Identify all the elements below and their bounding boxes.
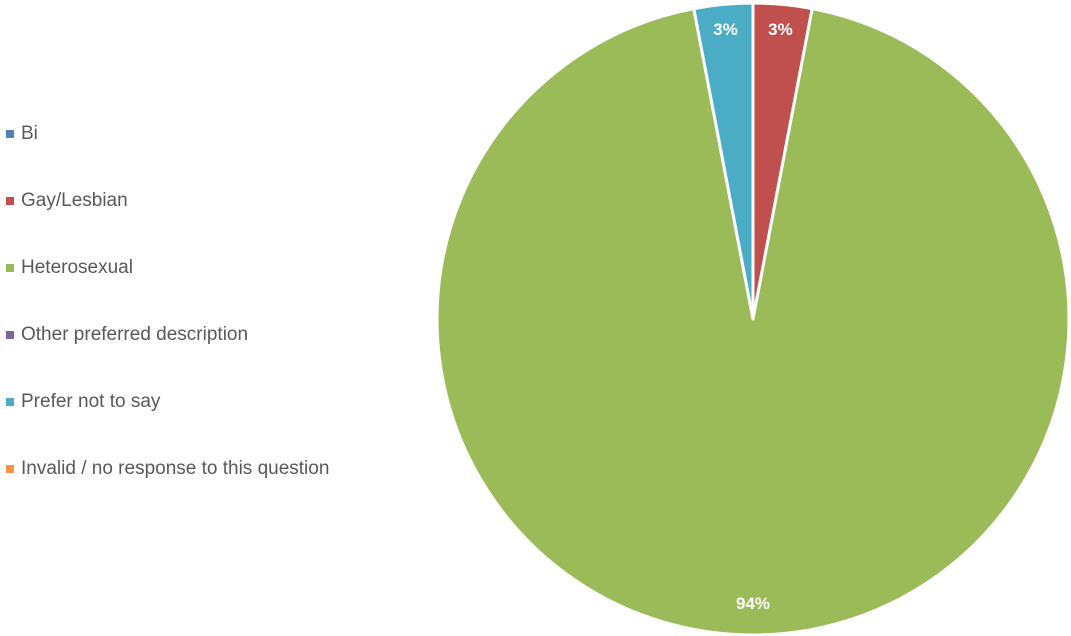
data-label-prefer-not-to-say: 3% bbox=[713, 20, 738, 39]
data-label-heterosexual: 94% bbox=[736, 594, 770, 613]
legend-swatch-gay-lesbian bbox=[6, 196, 14, 205]
chart-legend: Bi Gay/Lesbian Heterosexual Other prefer… bbox=[6, 100, 329, 502]
legend-label-heterosexual: Heterosexual bbox=[21, 257, 133, 278]
legend-swatch-invalid bbox=[6, 464, 14, 473]
legend-item-invalid: Invalid / no response to this question bbox=[6, 435, 329, 502]
legend-swatch-prefer-not-to-say bbox=[6, 397, 14, 406]
legend-swatch-other bbox=[6, 330, 14, 339]
legend-swatch-bi bbox=[6, 129, 14, 138]
pie-slices bbox=[435, 1, 1071, 636]
legend-label-prefer-not-to-say: Prefer not to say bbox=[21, 391, 161, 412]
pie-slice-heterosexual bbox=[435, 7, 1071, 636]
legend-label-gay-lesbian: Gay/Lesbian bbox=[21, 190, 128, 211]
pie-data-labels: 3% 94% 3% bbox=[713, 20, 792, 613]
legend-label-other: Other preferred description bbox=[21, 324, 249, 345]
legend-item-bi: Bi bbox=[6, 100, 329, 167]
legend-label-invalid: Invalid / no response to this question bbox=[21, 458, 330, 479]
legend-item-prefer-not-to-say: Prefer not to say bbox=[6, 368, 329, 435]
legend-label-bi: Bi bbox=[21, 123, 38, 144]
legend-swatch-heterosexual bbox=[6, 263, 14, 272]
pie-slice-prefer-not-to-say bbox=[692, 1, 755, 321]
legend-item-heterosexual: Heterosexual bbox=[6, 234, 329, 301]
legend-item-gay-lesbian: Gay/Lesbian bbox=[6, 167, 329, 234]
data-label-gay-lesbian: 3% bbox=[768, 20, 793, 39]
legend-item-other: Other preferred description bbox=[6, 301, 329, 368]
